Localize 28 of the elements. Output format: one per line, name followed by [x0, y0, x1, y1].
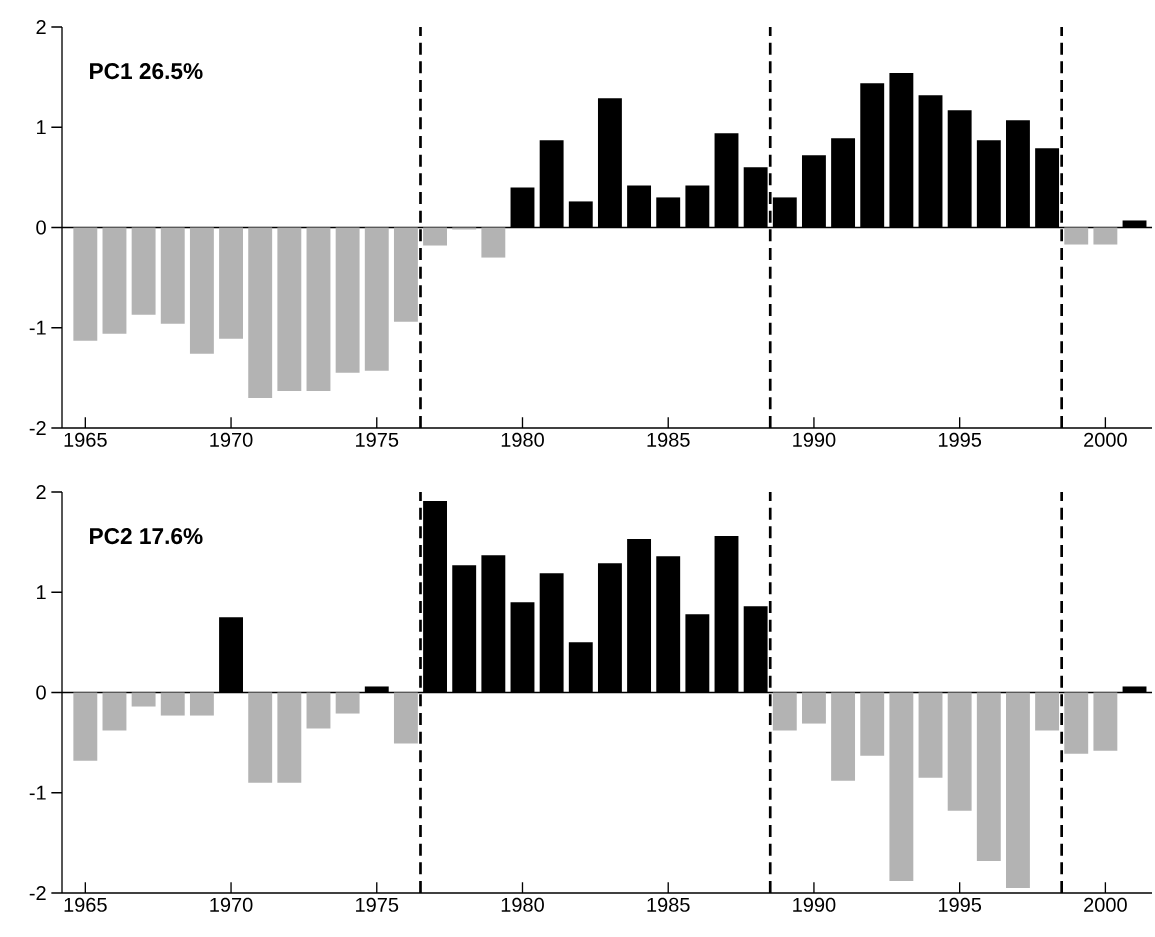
y-tick-label: -1	[29, 320, 46, 335]
x-tick-label: 1980	[501, 897, 544, 912]
y-tick-label: -2	[29, 886, 46, 900]
text: PC2 17.6%	[90, 528, 203, 545]
y-tick-label: 2	[36, 20, 46, 34]
y-tick-label: -2	[29, 421, 46, 435]
x-tick-label: 1985	[647, 897, 690, 912]
y-tick-label: 1	[37, 585, 46, 600]
y-tick-label: -1	[29, 785, 46, 800]
y-tick-label: 2	[36, 485, 46, 499]
x-tick-label: 1975	[356, 432, 399, 447]
x-tick-label: 1975	[356, 897, 399, 912]
y-tick-label: 0	[36, 220, 46, 235]
x-tick-label: 1990	[793, 432, 836, 447]
text: PC1 26.5%	[90, 63, 203, 80]
x-tick-label: 1995	[938, 897, 982, 912]
x-tick-label: 1990	[793, 897, 836, 912]
x-tick-label: 2000	[1084, 897, 1127, 912]
x-tick-label: 1965	[64, 897, 107, 912]
y-tick-label: 0	[36, 685, 46, 700]
y-tick-label: 1	[37, 120, 46, 135]
x-tick-label: 1970	[210, 897, 253, 912]
x-tick-label: 1965	[64, 432, 107, 447]
x-tick-label: 1970	[210, 432, 253, 447]
x-tick-label: 2000	[1084, 432, 1127, 447]
x-tick-label: 1985	[647, 432, 690, 447]
x-tick-label: 1980	[501, 432, 544, 447]
x-tick-label: 1995	[938, 432, 982, 447]
